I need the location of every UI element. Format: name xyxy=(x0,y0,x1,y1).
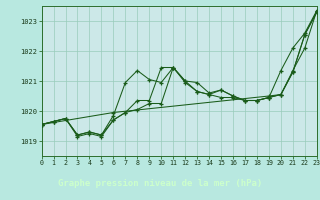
Text: Graphe pression niveau de la mer (hPa): Graphe pression niveau de la mer (hPa) xyxy=(58,179,262,188)
